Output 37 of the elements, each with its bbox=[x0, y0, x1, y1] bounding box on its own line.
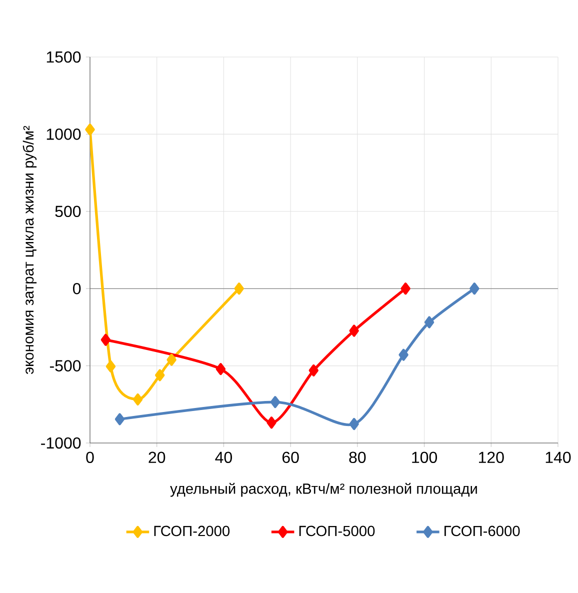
x-tick-label: 0 bbox=[86, 452, 94, 464]
y-tick-label: -500 bbox=[50, 360, 81, 372]
x-tick-label: 100 bbox=[412, 452, 437, 464]
y-tick-label: 500 bbox=[55, 206, 81, 218]
point bbox=[132, 393, 143, 406]
point bbox=[398, 348, 408, 361]
x-tick-label: 20 bbox=[148, 452, 166, 464]
point bbox=[155, 369, 165, 382]
point bbox=[266, 416, 276, 429]
point bbox=[308, 364, 318, 376]
legend-label: ГСОП-6000 bbox=[444, 526, 520, 536]
x-tick-label: 140 bbox=[546, 452, 571, 464]
y-axis-title: экономия затрат цикла жизни руб/м² bbox=[22, 126, 37, 374]
point bbox=[216, 363, 226, 376]
legend-label: ГСОП-2000 bbox=[154, 526, 230, 536]
point bbox=[400, 282, 410, 295]
point bbox=[270, 396, 280, 408]
legend-label: ГСОП-5000 bbox=[299, 526, 375, 536]
point bbox=[424, 316, 434, 328]
x-axis-title: удельный расход, кВтч/м² полезной площади bbox=[170, 482, 477, 497]
point bbox=[85, 124, 95, 136]
x-tick-label: 80 bbox=[349, 452, 366, 464]
y-tick-label: 0 bbox=[73, 282, 81, 294]
point bbox=[349, 418, 359, 430]
point bbox=[349, 324, 359, 337]
point bbox=[100, 334, 111, 346]
x-tick-label: 60 bbox=[282, 452, 299, 464]
point bbox=[114, 413, 125, 426]
y-tick-label: 1500 bbox=[46, 51, 81, 63]
point bbox=[166, 354, 176, 366]
y-tick-label: -1000 bbox=[41, 437, 81, 449]
point bbox=[470, 282, 480, 295]
point bbox=[234, 282, 244, 295]
x-tick-label: 40 bbox=[215, 452, 232, 464]
y-tick-label: 1000 bbox=[46, 128, 81, 140]
x-tick-label: 120 bbox=[479, 452, 504, 464]
point bbox=[106, 360, 116, 372]
